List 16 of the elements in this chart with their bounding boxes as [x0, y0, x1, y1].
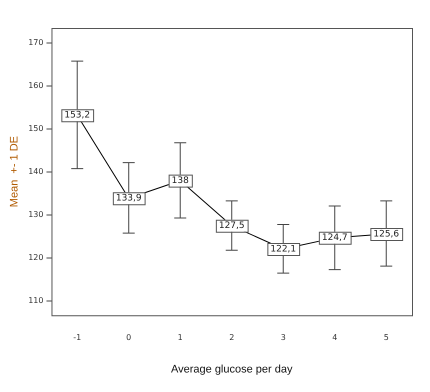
- y-tick-label: 150: [28, 124, 44, 134]
- x-tick-label: 1: [178, 333, 183, 342]
- y-tick-label: 120: [28, 253, 44, 262]
- x-tick-label: 4: [332, 333, 338, 342]
- x-axis-title: Average glucose per day: [170, 363, 293, 376]
- y-tick-label: 160: [28, 81, 44, 90]
- y-tick-label: 110: [28, 296, 44, 306]
- y-tick-label: 140: [28, 167, 44, 176]
- x-tick-label: 3: [280, 333, 286, 342]
- y-tick-label: 170: [28, 38, 44, 48]
- x-tick-label: -1: [73, 333, 82, 342]
- y-tick-label: 130: [28, 210, 44, 220]
- x-tick-label: 5: [384, 333, 389, 342]
- y-axis-title: Mean +- 1 DE: [8, 136, 21, 208]
- x-tick-label: 0: [126, 333, 132, 342]
- x-tick-label: 2: [229, 333, 234, 342]
